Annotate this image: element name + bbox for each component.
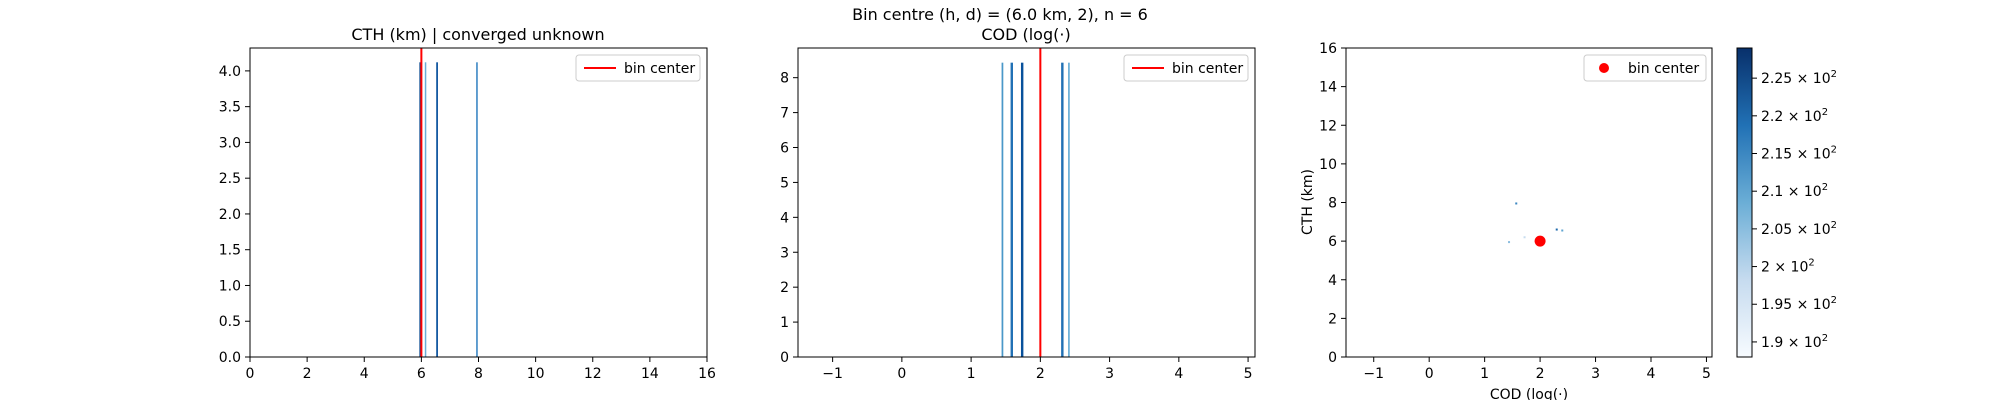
x-tick-label: 2 xyxy=(303,366,312,382)
y-tick-label: 6 xyxy=(1328,234,1337,250)
colorbar-gradient xyxy=(1736,47,1753,358)
panel-heatmap-xlabel: COD (log(·) xyxy=(1490,387,1568,400)
legend-label: bin center xyxy=(624,61,695,77)
colorbar-tick-label: 2.05 × 102 xyxy=(1761,220,1837,238)
x-tick-label: 14 xyxy=(641,366,659,382)
histogram-bar xyxy=(1020,62,1024,358)
y-tick-label: 0.5 xyxy=(219,314,241,330)
x-tick-label: 0 xyxy=(246,366,255,382)
panel-cth-histogram: CTH (km) | converged unknown 0 2 4 6 8 10 12 14… xyxy=(219,25,716,382)
y-tick-label: 0.0 xyxy=(219,350,241,366)
colorbar-tick-label: 2 × 102 xyxy=(1761,258,1815,276)
y-tick-label: 3.0 xyxy=(219,135,241,151)
histogram-bar xyxy=(476,62,478,358)
legend-label: bin center xyxy=(1172,61,1243,77)
x-tick-label: 5 xyxy=(1702,366,1711,382)
panel-cod-axes-frame xyxy=(797,47,1256,358)
x-tick-label: −1 xyxy=(822,366,843,382)
y-tick-label: 1.5 xyxy=(219,243,241,259)
panel-cth-title: CTH (km) | converged unknown xyxy=(351,25,604,44)
histogram-bar xyxy=(424,62,427,358)
panel-heatmap-legend: bin center xyxy=(1583,54,1707,82)
x-tick-label: 10 xyxy=(527,366,545,382)
y-tick-label: 7 xyxy=(780,106,789,122)
heatmap-cell xyxy=(1508,241,1511,244)
colorbar-tick-label: 2.25 × 102 xyxy=(1761,69,1837,87)
y-tick-label: 12 xyxy=(1319,118,1337,134)
bin-center-marker xyxy=(1534,235,1546,247)
y-tick-label: 4 xyxy=(1328,273,1337,289)
panel-cod-legend: bin center xyxy=(1123,54,1249,82)
y-tick-label: 10 xyxy=(1319,157,1337,173)
colorbar-tick-label: 2.15 × 102 xyxy=(1761,145,1837,163)
y-tick-label: 1 xyxy=(780,315,789,331)
heatmap-cell xyxy=(1555,228,1558,231)
y-tick-label: 16 xyxy=(1319,41,1337,57)
x-tick-label: 1 xyxy=(967,366,976,382)
x-tick-label: 2 xyxy=(1036,366,1045,382)
x-tick-label: 16 xyxy=(698,366,716,382)
panel-cth-legend: bin center xyxy=(575,54,701,82)
x-tick-label: 1 xyxy=(1480,366,1489,382)
histogram-bar xyxy=(1001,62,1004,358)
colorbar-tick-label: 2.1 × 102 xyxy=(1761,182,1828,200)
y-tick-label: 0 xyxy=(1328,350,1337,366)
heatmap-cell xyxy=(1515,202,1518,205)
x-tick-label: 12 xyxy=(584,366,602,382)
x-tick-label: 4 xyxy=(1174,366,1183,382)
y-tick-label: 8 xyxy=(1328,196,1337,212)
colorbar: 1.9 × 102 1.95 × 102 2 × 102 2.05 × 102 2.1 … xyxy=(1736,47,1837,358)
legend-box xyxy=(1583,54,1707,82)
x-tick-label: 8 xyxy=(474,366,483,382)
y-tick-label: 6 xyxy=(780,141,789,157)
x-tick-label: 0 xyxy=(897,366,906,382)
x-tick-label: 4 xyxy=(1647,366,1656,382)
x-tick-label: 5 xyxy=(1244,366,1253,382)
y-tick-label: 4 xyxy=(780,210,789,226)
y-tick-label: 3.5 xyxy=(219,100,241,116)
y-tick-label: 5 xyxy=(780,175,789,191)
heatmap-cell xyxy=(1523,236,1526,239)
colorbar-tick-label: 1.9 × 102 xyxy=(1761,333,1828,351)
y-tick-label: 0 xyxy=(780,350,789,366)
colorbar-tick-label: 1.95 × 102 xyxy=(1761,295,1837,313)
x-tick-label: 4 xyxy=(360,366,369,382)
panel-heatmap-axes-frame xyxy=(1345,47,1713,358)
legend-box xyxy=(1123,54,1249,82)
y-tick-label: 2 xyxy=(1328,311,1337,327)
y-tick-label: 8 xyxy=(780,71,789,87)
x-tick-label: 3 xyxy=(1105,366,1114,382)
histogram-bar xyxy=(1068,62,1070,358)
legend-marker-swatch xyxy=(1599,63,1609,73)
x-tick-label: 3 xyxy=(1591,366,1600,382)
y-tick-label: 4.0 xyxy=(219,64,241,80)
legend-box xyxy=(575,54,701,82)
histogram-bar xyxy=(1010,62,1013,358)
colorbar-tick-label: 2.2 × 102 xyxy=(1761,107,1828,125)
panel-cth-axes-frame xyxy=(249,47,708,358)
y-tick-label: 3 xyxy=(780,245,789,261)
legend-label: bin center xyxy=(1628,61,1699,77)
panel-heatmap-ylabel: CTH (km) xyxy=(1300,169,1316,235)
x-tick-label: 0 xyxy=(1425,366,1434,382)
y-tick-label: 1.0 xyxy=(219,278,241,294)
x-tick-label: 2 xyxy=(1536,366,1545,382)
y-tick-label: 2.0 xyxy=(219,207,241,223)
panel-cod-histogram: COD (log(·) −1 0 1 2 3 4 5 0 1 2 3 4 5 6 7 8 bin center xyxy=(780,25,1256,382)
histogram-bar xyxy=(1061,62,1064,358)
histogram-bar xyxy=(436,62,438,358)
x-tick-label: −1 xyxy=(1363,366,1384,382)
heatmap-cell xyxy=(1561,229,1564,232)
figure-suptitle: Bin centre (h, d) = (6.0 km, 2), n = 6 xyxy=(852,5,1148,24)
y-tick-label: 2.5 xyxy=(219,171,241,187)
y-tick-label: 2 xyxy=(780,280,789,296)
panel-cod-title: COD (log(·) xyxy=(981,25,1070,44)
histogram-bar xyxy=(419,62,421,358)
y-tick-label: 14 xyxy=(1319,80,1337,96)
x-tick-label: 6 xyxy=(417,366,426,382)
